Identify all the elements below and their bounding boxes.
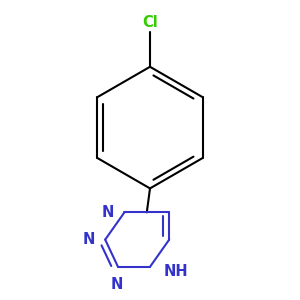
Text: NH: NH [164, 264, 188, 279]
Text: N: N [110, 277, 123, 292]
Text: Cl: Cl [142, 15, 158, 30]
Text: N: N [102, 205, 114, 220]
Text: N: N [82, 232, 95, 247]
